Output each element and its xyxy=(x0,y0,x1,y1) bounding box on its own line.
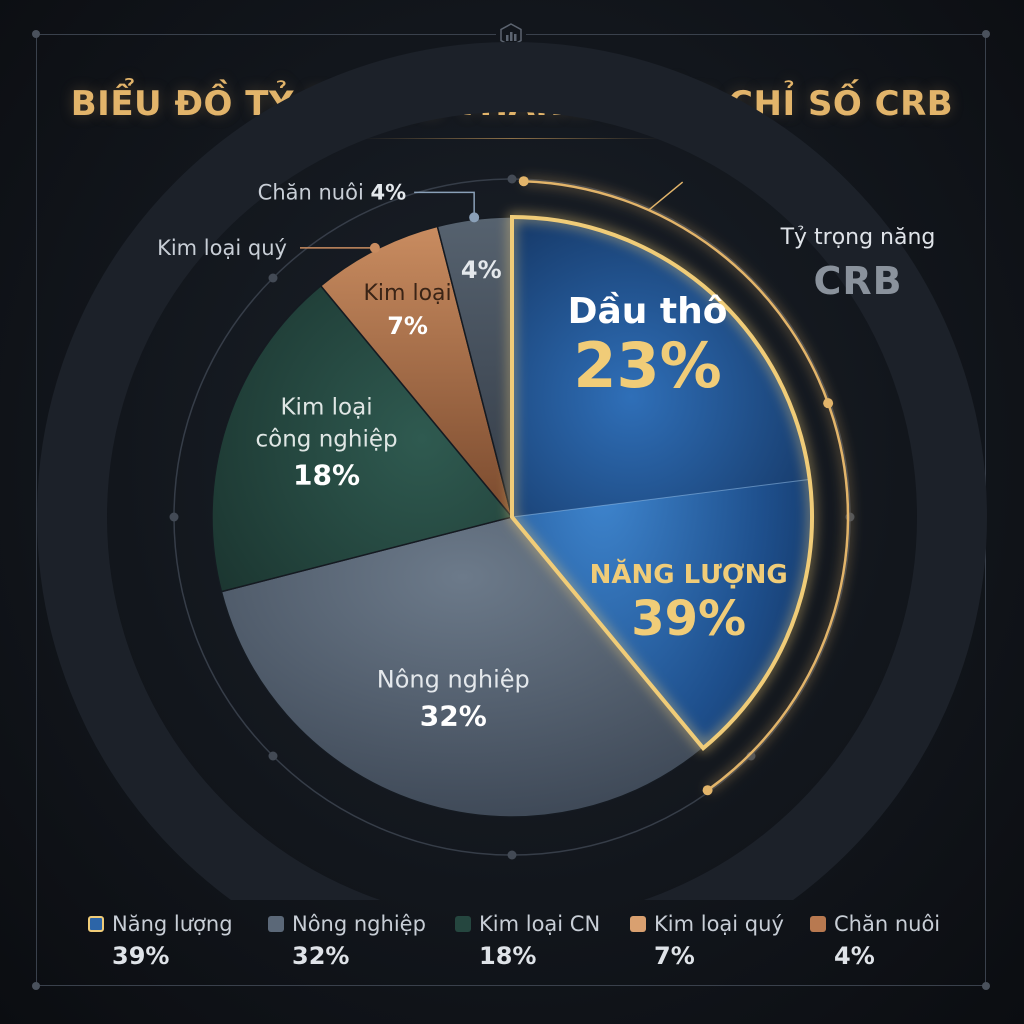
slice-energy-group xyxy=(510,214,814,752)
highlight-arc-dot xyxy=(702,785,713,796)
energy-value: 39% xyxy=(631,591,746,647)
callout-precious-metals: Kim loại quý xyxy=(157,236,287,260)
industrial-metals-value: 18% xyxy=(293,459,360,492)
slice-energy-highlight xyxy=(510,214,814,752)
agriculture-value: 32% xyxy=(420,700,487,733)
precious-metals-label: Kim loại xyxy=(364,281,452,306)
highlight-arc-dot xyxy=(518,176,529,187)
legend-swatch xyxy=(455,916,471,932)
ring-dot xyxy=(268,273,278,283)
legend-swatch xyxy=(630,916,646,932)
frame-corner-dot xyxy=(982,982,990,990)
ring-dot xyxy=(507,174,517,184)
callout-line-energy xyxy=(648,181,684,211)
legend-value: 4% xyxy=(834,942,875,970)
callout-livestock: Chăn nuôi 4% xyxy=(258,180,406,204)
slice-industrial-metals xyxy=(211,284,514,593)
legend-value: 18% xyxy=(479,942,537,970)
crude-oil-value: 23% xyxy=(573,329,721,402)
crude-oil-label: Dầu thô xyxy=(568,291,728,332)
legend-swatch xyxy=(268,916,284,932)
ring-dot xyxy=(268,751,278,761)
legend-label: Năng lượng xyxy=(112,912,233,936)
industrial-metals-label-line2: công nghiệp xyxy=(255,427,397,453)
slice-agriculture xyxy=(220,516,705,818)
crb-watermark: CRB xyxy=(813,259,902,303)
energy-label: NĂNG LƯỢNG xyxy=(590,558,788,590)
highlight-arc-dot xyxy=(823,398,834,409)
callout-energy-share: Tỷ trọng năng xyxy=(780,225,936,250)
frame-corner-dot xyxy=(32,30,40,38)
ring-dot xyxy=(169,512,179,522)
legend-value: 32% xyxy=(292,942,350,970)
legend-label: Chăn nuôi xyxy=(834,912,941,936)
ring-dot xyxy=(507,850,517,860)
legend-label: Nông nghiệp xyxy=(292,912,426,936)
frame-corner-dot xyxy=(982,30,990,38)
legend-swatch xyxy=(88,916,104,932)
energy-highlight-arc xyxy=(523,179,850,792)
livestock-value: 4% xyxy=(461,256,502,284)
callout-line-livestock xyxy=(414,191,475,218)
legend-label: Kim loại CN xyxy=(479,912,601,936)
chart-legend: Năng lượng 39% Nông nghiệp 32% Kim loại … xyxy=(0,912,1024,982)
legend-value: 39% xyxy=(112,942,170,970)
agriculture-label: Nông nghiệp xyxy=(377,666,530,694)
precious-metals-value: 7% xyxy=(387,312,428,340)
legend-label: Kim loại quý xyxy=(654,912,784,936)
industrial-metals-label-line1: Kim loại xyxy=(280,395,372,421)
legend-value: 7% xyxy=(654,942,695,970)
callout-livestock-value: 4% xyxy=(370,180,406,204)
legend-swatch xyxy=(810,916,826,932)
title-underline xyxy=(362,138,662,139)
decorative-rings xyxy=(37,42,987,900)
frame-corner-dot xyxy=(32,982,40,990)
